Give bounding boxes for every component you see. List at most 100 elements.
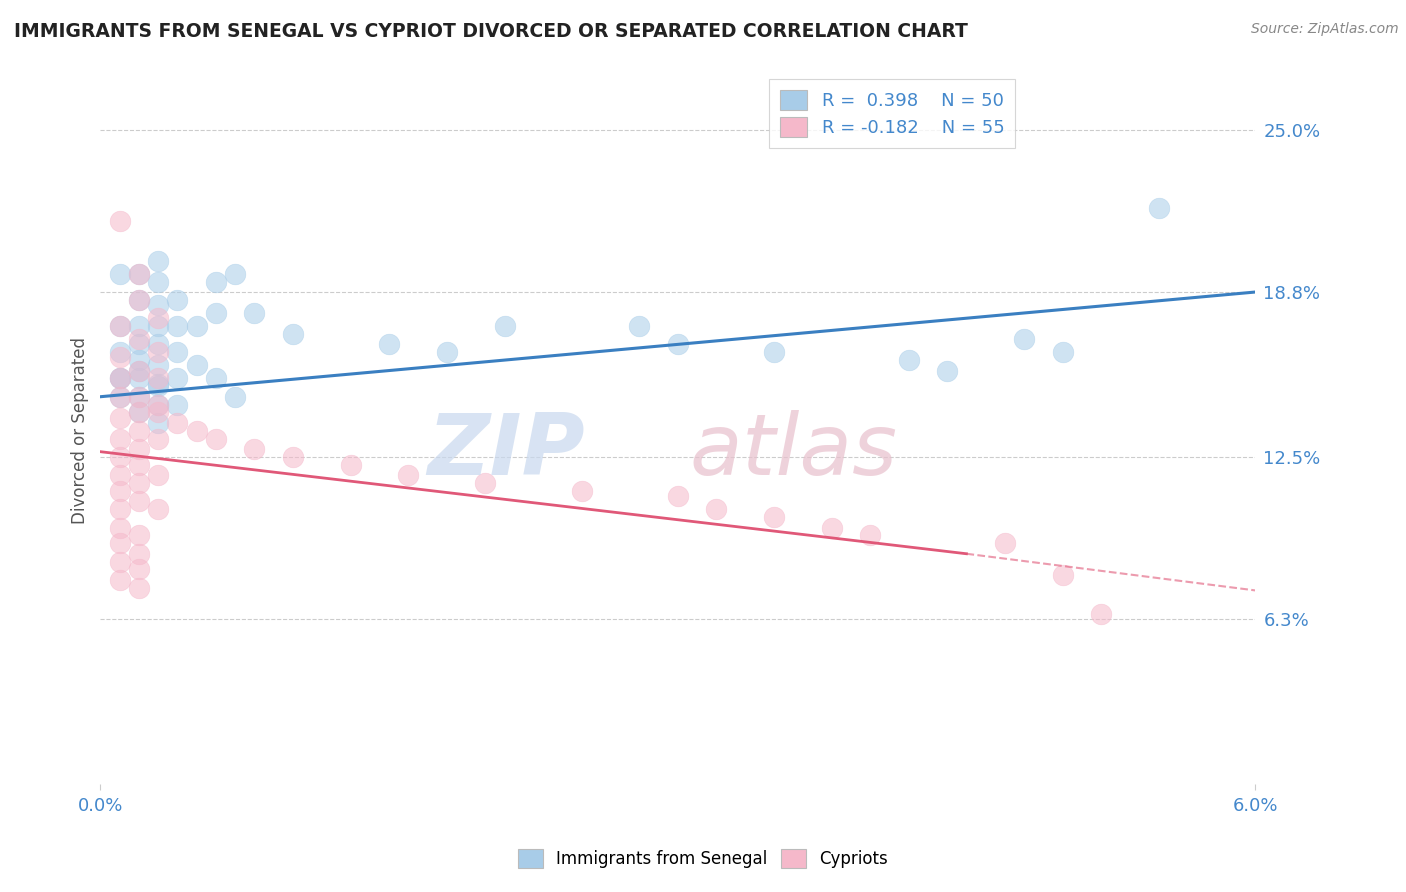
Point: [146, 319, 169, 334]
Point: [186, 424, 208, 438]
Point: [128, 267, 150, 281]
Point: [859, 528, 882, 542]
Point: [378, 337, 401, 351]
Point: [128, 424, 150, 438]
Point: [108, 468, 131, 483]
Text: atlas: atlas: [689, 410, 897, 493]
Point: [474, 476, 496, 491]
Point: [243, 306, 266, 320]
Point: [1090, 607, 1112, 621]
Point: [224, 267, 246, 281]
Point: [571, 483, 593, 498]
Point: [704, 502, 727, 516]
Point: [166, 345, 188, 359]
Text: Source: ZipAtlas.com: Source: ZipAtlas.com: [1251, 22, 1399, 37]
Y-axis label: Divorced or Separated: Divorced or Separated: [72, 337, 89, 524]
Point: [436, 345, 458, 359]
Point: [108, 351, 131, 365]
Point: [108, 371, 131, 385]
Point: [128, 363, 150, 377]
Point: [108, 410, 131, 425]
Point: [762, 510, 785, 524]
Point: [108, 267, 131, 281]
Point: [224, 390, 246, 404]
Point: [108, 483, 131, 498]
Point: [146, 502, 169, 516]
Point: [146, 298, 169, 312]
Point: [666, 489, 689, 503]
Point: [146, 432, 169, 446]
Point: [128, 293, 150, 307]
Point: [128, 332, 150, 346]
Point: [146, 416, 169, 430]
Point: [108, 520, 131, 534]
Point: [166, 371, 188, 385]
Point: [108, 319, 131, 334]
Point: [108, 371, 131, 385]
Point: [1147, 202, 1170, 216]
Point: [281, 326, 304, 341]
Legend: Immigrants from Senegal, Cypriots: Immigrants from Senegal, Cypriots: [512, 843, 894, 875]
Point: [108, 345, 131, 359]
Point: [128, 337, 150, 351]
Point: [897, 353, 920, 368]
Point: [128, 547, 150, 561]
Text: IMMIGRANTS FROM SENEGAL VS CYPRIOT DIVORCED OR SEPARATED CORRELATION CHART: IMMIGRANTS FROM SENEGAL VS CYPRIOT DIVOR…: [14, 22, 967, 41]
Point: [243, 442, 266, 456]
Point: [108, 390, 131, 404]
Point: [205, 432, 228, 446]
Point: [281, 450, 304, 464]
Point: [146, 337, 169, 351]
Point: [128, 528, 150, 542]
Point: [1012, 332, 1035, 346]
Point: [108, 432, 131, 446]
Point: [128, 371, 150, 385]
Point: [821, 520, 844, 534]
Point: [166, 293, 188, 307]
Point: [128, 319, 150, 334]
Point: [108, 573, 131, 587]
Text: ZIP: ZIP: [427, 410, 585, 493]
Point: [146, 345, 169, 359]
Point: [108, 319, 131, 334]
Point: [762, 345, 785, 359]
Point: [146, 398, 169, 412]
Point: [128, 267, 150, 281]
Point: [1052, 345, 1074, 359]
Point: [186, 319, 208, 334]
Point: [186, 359, 208, 373]
Point: [205, 306, 228, 320]
Point: [146, 376, 169, 391]
Point: [128, 293, 150, 307]
Point: [666, 337, 689, 351]
Point: [128, 458, 150, 472]
Point: [994, 536, 1017, 550]
Point: [128, 494, 150, 508]
Legend: R =  0.398    N = 50, R = -0.182    N = 55: R = 0.398 N = 50, R = -0.182 N = 55: [769, 79, 1015, 148]
Point: [128, 390, 150, 404]
Point: [146, 371, 169, 385]
Point: [108, 450, 131, 464]
Point: [146, 275, 169, 289]
Point: [128, 562, 150, 576]
Point: [1052, 567, 1074, 582]
Point: [166, 416, 188, 430]
Point: [628, 319, 651, 334]
Point: [128, 442, 150, 456]
Point: [108, 536, 131, 550]
Point: [128, 353, 150, 368]
Point: [166, 319, 188, 334]
Point: [128, 405, 150, 419]
Point: [146, 253, 169, 268]
Point: [146, 405, 169, 419]
Point: [108, 555, 131, 569]
Point: [128, 390, 150, 404]
Point: [128, 363, 150, 377]
Point: [146, 359, 169, 373]
Point: [494, 319, 516, 334]
Point: [146, 311, 169, 326]
Point: [205, 275, 228, 289]
Point: [396, 468, 419, 483]
Point: [108, 502, 131, 516]
Point: [146, 398, 169, 412]
